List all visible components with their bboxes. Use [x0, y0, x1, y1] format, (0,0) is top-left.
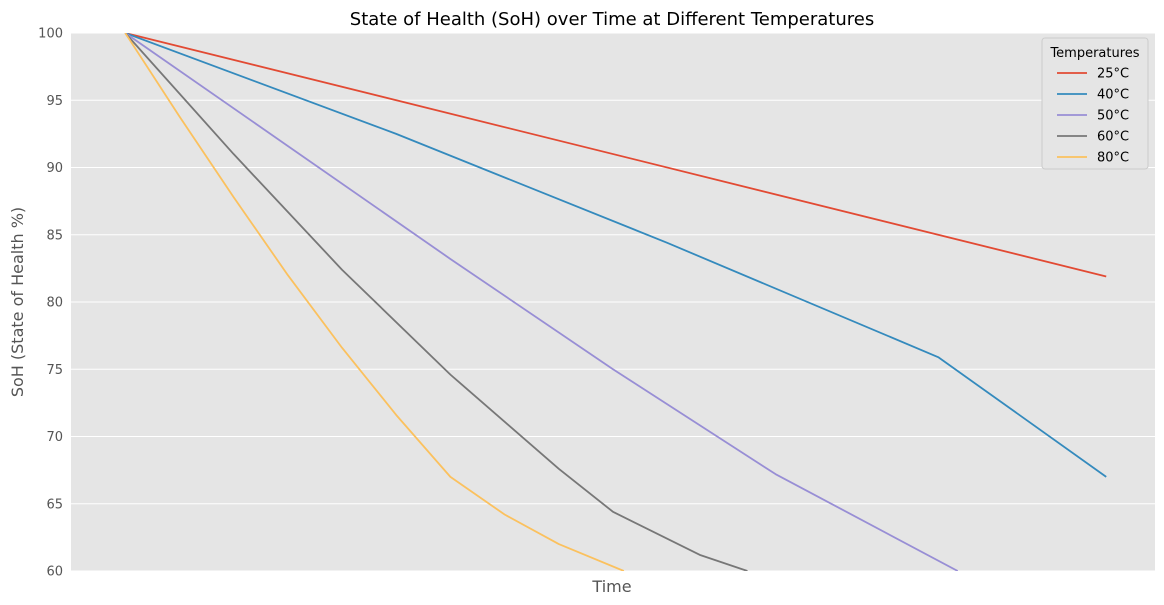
legend-label: 50°C — [1097, 109, 1129, 124]
series-lines — [124, 33, 1107, 571]
grid — [71, 32, 1155, 572]
series-line-60°C — [124, 33, 748, 571]
y-tick-label: 100 — [38, 27, 63, 42]
y-tick-label: 95 — [46, 94, 63, 109]
series-line-25°C — [124, 33, 1107, 278]
legend-label: 60°C — [1097, 130, 1129, 145]
legend-title: Temperatures — [1049, 46, 1139, 61]
series-line-40°C — [124, 33, 1107, 478]
series-line-80°C — [124, 33, 625, 571]
series-line-50°C — [124, 33, 959, 571]
y-tick-label: 60 — [46, 565, 63, 580]
legend: Temperatures 25°C 40°C 50°C 60°C 80°C — [1041, 37, 1149, 170]
y-axis-label: SoH (State of Health %) — [8, 207, 27, 397]
legend-items: 25°C 40°C 50°C 60°C 80°C — [1057, 67, 1129, 166]
y-tick-label: 90 — [46, 161, 63, 176]
y-tick-labels: 60 65 70 75 80 85 90 95 100 — [38, 27, 63, 580]
y-tick-label: 80 — [46, 296, 63, 311]
x-axis-label: Time — [591, 577, 631, 596]
y-tick-label: 65 — [46, 497, 63, 512]
y-tick-label: 75 — [46, 363, 63, 378]
legend-label: 25°C — [1097, 67, 1129, 82]
legend-label: 40°C — [1097, 88, 1129, 103]
y-tick-label: 85 — [46, 228, 63, 243]
legend-label: 80°C — [1097, 151, 1129, 166]
y-tick-label: 70 — [46, 430, 63, 445]
chart-title: State of Health (SoH) over Time at Diffe… — [350, 9, 874, 30]
